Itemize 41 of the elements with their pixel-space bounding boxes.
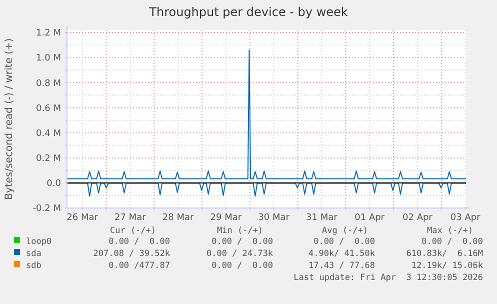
line-series — [66, 50, 466, 180]
legend-label: sda — [26, 249, 42, 259]
text: Max (-/+) — [426, 226, 474, 236]
text: Min (-/+) — [216, 226, 264, 236]
text: 207.08 / 39.52k — [93, 249, 170, 259]
y-tick-label: 1.2 M — [36, 28, 61, 39]
text: 0.00 / 0.00 — [422, 237, 483, 247]
y-tick-label: 1.0 M — [36, 54, 61, 64]
chart-title: Throughput per device - by week — [148, 5, 348, 19]
text: 0.00 / 0.00 — [212, 237, 273, 247]
x-tick-label: 02 Apr — [402, 213, 433, 223]
text: Cur (-/+) — [110, 226, 156, 236]
x-tick-label: 03 Apr — [450, 213, 481, 223]
y-tick-label: 0.0 — [46, 179, 62, 190]
x-tick-label: 29 Mar — [210, 213, 242, 223]
text: 0.00 / 0.00 — [108, 237, 170, 247]
x-tick-label: 27 Mar — [114, 213, 146, 223]
y-tick-label: 0.2 M — [36, 154, 61, 164]
text: 0.00 /477.87 — [108, 261, 170, 271]
x-tick-label: 26 Mar — [66, 213, 98, 223]
x-tick-label: 30 Mar — [258, 213, 290, 223]
text: Avg (-/+) — [322, 226, 368, 236]
text: 4.90k/ 41.50k — [308, 249, 375, 259]
text: 12.19k/ 15.06k — [411, 261, 483, 271]
x-tick-label: 31 Mar — [306, 213, 338, 223]
legend-label: sdb — [26, 261, 42, 271]
text: Last update: Fri Apr 3 12:30:05 2026 — [294, 273, 483, 283]
text: 0.00 / 0.00 — [212, 261, 273, 271]
y-tick-label: -0.2 M — [32, 204, 61, 214]
y-tick-label: 0.6 M — [36, 104, 61, 114]
legend-label: loop0 — [26, 237, 52, 247]
text: 17.43 / 77.68 — [308, 261, 375, 271]
y-tick-label: 0.8 M — [36, 78, 61, 89]
y-tick-label: 0.4 M — [36, 128, 61, 139]
text: 610.83k/ 6.16M — [406, 249, 483, 259]
x-tick-label: 01 Apr — [354, 213, 385, 223]
y-axis-title: Bytes/second read (-) / write (+) — [4, 38, 15, 200]
text: 0.00 / 24.73k — [206, 249, 273, 259]
line-series — [66, 182, 466, 197]
x-tick-label: 28 Mar — [162, 213, 194, 223]
text: 0.00 / 0.00 — [314, 237, 375, 247]
